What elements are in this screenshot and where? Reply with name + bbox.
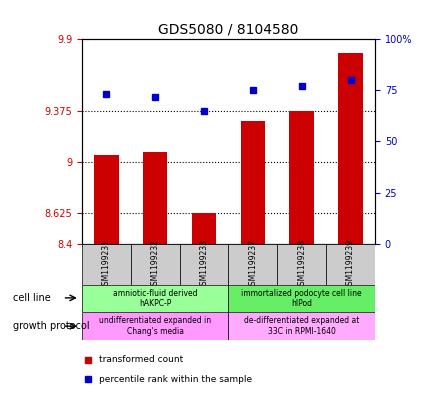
Bar — [179, 244, 228, 285]
Text: transformed count: transformed count — [99, 355, 183, 364]
Text: percentile rank within the sample: percentile rank within the sample — [99, 375, 252, 384]
Bar — [338, 53, 362, 244]
Bar — [276, 244, 326, 285]
Text: growth protocol: growth protocol — [13, 321, 89, 331]
Text: GSM1199231: GSM1199231 — [101, 239, 111, 290]
Bar — [94, 155, 118, 244]
Bar — [289, 111, 313, 244]
Text: amniotic-fluid derived
hAKPC-P: amniotic-fluid derived hAKPC-P — [113, 289, 197, 309]
Bar — [82, 285, 228, 312]
Text: cell line: cell line — [13, 293, 51, 303]
Text: de-differentiated expanded at
33C in RPMI-1640: de-differentiated expanded at 33C in RPM… — [243, 316, 359, 336]
Text: immortalized podocyte cell line
hIPod: immortalized podocyte cell line hIPod — [241, 289, 361, 309]
Title: GDS5080 / 8104580: GDS5080 / 8104580 — [158, 23, 298, 37]
Bar — [240, 121, 264, 244]
Bar — [228, 244, 276, 285]
Bar — [130, 244, 179, 285]
Text: undifferentiated expanded in
Chang's media: undifferentiated expanded in Chang's med… — [99, 316, 211, 336]
Text: GSM1199233: GSM1199233 — [199, 239, 208, 290]
Bar — [82, 312, 228, 340]
Bar — [228, 285, 374, 312]
Text: GSM1199239: GSM1199239 — [345, 239, 354, 290]
Bar — [228, 312, 374, 340]
Text: GSM1199238: GSM1199238 — [297, 239, 305, 290]
Text: GSM1199232: GSM1199232 — [150, 239, 159, 290]
Bar — [191, 213, 216, 244]
Bar — [82, 244, 130, 285]
Bar — [326, 244, 374, 285]
Text: GSM1199237: GSM1199237 — [248, 239, 257, 290]
Bar — [143, 152, 167, 244]
